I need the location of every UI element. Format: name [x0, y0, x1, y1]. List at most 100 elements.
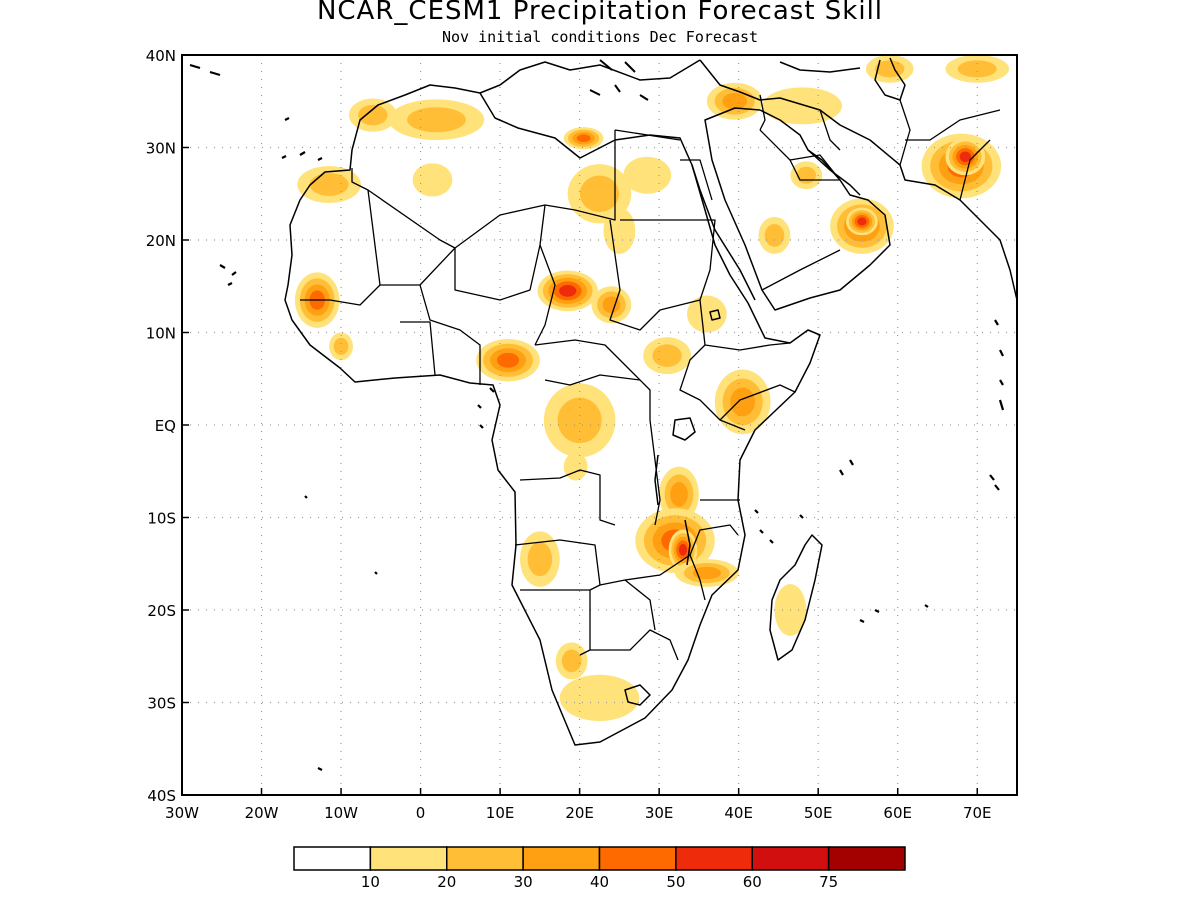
border	[689, 554, 706, 601]
border	[899, 99, 911, 166]
skill-region-pakistan-core	[945, 138, 986, 176]
border	[649, 419, 661, 526]
skill-contour	[412, 163, 453, 197]
arabia-coastline	[704, 107, 891, 311]
colorbar-swatch	[598, 846, 677, 871]
border	[959, 139, 991, 201]
skill-contour	[670, 482, 688, 507]
skill-region-libya-north	[563, 127, 604, 150]
skill-region-algeria-central	[412, 163, 453, 197]
colorbar-label: 30	[514, 873, 533, 891]
colorbar-swatch	[369, 846, 448, 871]
border	[614, 129, 681, 141]
lat-tick-label: 40S	[147, 787, 176, 805]
map-subtitle: Nov initial conditions Dec Forecast	[441, 28, 759, 46]
skill-region-sahel-chad-east	[591, 286, 632, 324]
lon-tick-label: 10E	[486, 804, 515, 822]
lat-tick-label: 20S	[147, 602, 176, 620]
lon-tick-label: 0	[416, 804, 426, 822]
lake-malawi	[684, 519, 691, 566]
lake-tanganyika	[654, 454, 659, 506]
skill-region-angola	[519, 531, 560, 587]
lon-tick-label: 10W	[324, 804, 358, 822]
skill-contour	[762, 87, 843, 125]
skill-region-morocco	[349, 98, 397, 132]
skill-contour	[579, 175, 620, 212]
madagascar-coastline	[769, 534, 823, 661]
aegean-islands	[589, 59, 649, 101]
lon-tick-label: 50E	[804, 804, 833, 822]
skill-region-ethiopia	[686, 295, 727, 333]
skill-contour	[857, 217, 867, 226]
seychelles-maldives	[989, 319, 1005, 491]
lon-tick-label: 70E	[963, 804, 992, 822]
skill-contour	[957, 60, 997, 78]
skill-region-gulf-of-guinea	[329, 332, 353, 361]
canary-islands	[281, 151, 323, 161]
mediterranean-north-coast	[479, 59, 701, 94]
skill-contour	[686, 295, 727, 333]
skill-region-sahel-chad-west	[537, 270, 598, 312]
lat-tick-label: 10N	[146, 325, 176, 343]
skill-contour	[559, 285, 577, 297]
border	[759, 129, 840, 181]
mascarene	[839, 459, 929, 623]
skill-region-kenya-somalia	[714, 369, 771, 435]
st-helena	[304, 495, 378, 771]
lat-tick-label: 30S	[147, 695, 176, 713]
skill-region-south-africa	[559, 674, 640, 721]
border	[579, 590, 591, 656]
comoros	[754, 509, 804, 544]
border	[719, 384, 796, 421]
lesotho	[624, 684, 651, 706]
skill-region-central-african-rep	[476, 338, 540, 382]
border	[905, 109, 1001, 141]
skill-contour	[407, 107, 466, 133]
skill-shading	[294, 55, 1010, 721]
skill-contour	[576, 134, 591, 143]
colorbar-swatch	[446, 846, 524, 871]
lat-tick-label: 20N	[146, 232, 176, 250]
border	[419, 284, 481, 385]
border	[759, 94, 766, 131]
skill-region-egypt	[623, 156, 672, 194]
lon-tick-label: 20E	[565, 804, 594, 822]
asia-coastline	[699, 59, 1017, 301]
skill-contour	[764, 223, 785, 247]
skill-region-congo-small	[563, 452, 588, 481]
red-sea-west	[691, 164, 756, 301]
skill-region-saudi-west	[758, 216, 791, 254]
skill-region-sudan-north	[603, 207, 636, 254]
border	[761, 249, 841, 291]
border	[819, 109, 841, 151]
colorbar-label: 10	[361, 873, 380, 891]
border	[534, 244, 556, 346]
colorbar: 10 20 30 40 50 60 75	[293, 846, 906, 891]
skill-region-tanzania	[659, 466, 699, 523]
skill-contour	[557, 397, 602, 444]
border	[704, 342, 791, 351]
cape-verde	[219, 264, 237, 286]
lat-tick-label: 10S	[147, 510, 176, 528]
border	[400, 321, 436, 376]
border	[367, 189, 456, 286]
skill-region-south-africa-west	[555, 642, 588, 680]
skill-contour	[652, 344, 682, 368]
skill-region-levant	[706, 82, 763, 120]
colorbar-swatch	[522, 846, 601, 871]
skill-region-saudi-north	[790, 161, 823, 190]
border	[590, 629, 679, 661]
border	[609, 219, 716, 331]
lon-tick-label: 20W	[245, 804, 279, 822]
madeira	[189, 63, 290, 121]
colorbar-swatch	[675, 846, 753, 871]
skill-contour	[358, 104, 388, 126]
border	[519, 469, 616, 526]
border	[534, 339, 651, 420]
skill-contour	[561, 649, 582, 673]
skill-region-mozambique	[675, 559, 739, 587]
skill-contour	[563, 452, 588, 481]
skill-region-mauritania-west	[297, 166, 361, 203]
map-title: NCAR_CESM1 Precipitation Forecast Skill	[316, 0, 884, 26]
